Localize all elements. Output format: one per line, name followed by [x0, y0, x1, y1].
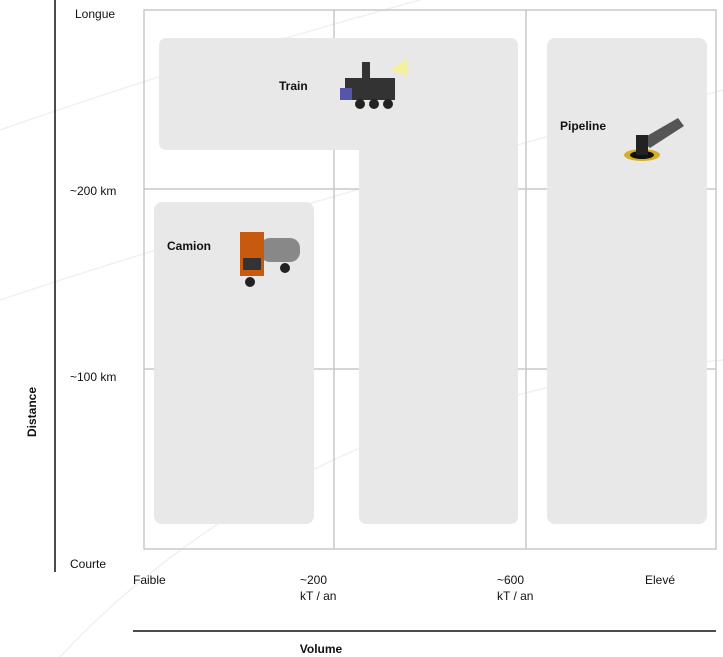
x-axis-label: Elevé: [645, 573, 675, 587]
y-axis-label: ~200 km: [70, 184, 116, 198]
regions: [154, 38, 707, 524]
x-axis-title: Volume: [300, 642, 343, 656]
y-axis-label: Longue: [75, 7, 115, 21]
x-axis-label: Faible: [133, 573, 166, 587]
region-label: Camion: [167, 239, 211, 253]
x-axis-label: ~600: [497, 573, 524, 587]
camion-region: [154, 202, 314, 524]
y-axis-title: Distance: [25, 387, 39, 437]
truck-icon: [240, 232, 300, 287]
x-axis-label: kT / an: [300, 589, 336, 603]
y-axis-label: Courte: [70, 557, 106, 571]
train-icon: [340, 58, 408, 109]
pipeline-icon: [624, 118, 684, 161]
train-region: [159, 38, 518, 524]
x-axis-label: ~200: [300, 573, 327, 587]
region-label: Pipeline: [560, 119, 606, 133]
x-axis-label: kT / an: [497, 589, 533, 603]
pipeline-region: [547, 38, 707, 524]
y-axis-label: ~100 km: [70, 370, 116, 384]
region-label: Train: [279, 79, 308, 93]
